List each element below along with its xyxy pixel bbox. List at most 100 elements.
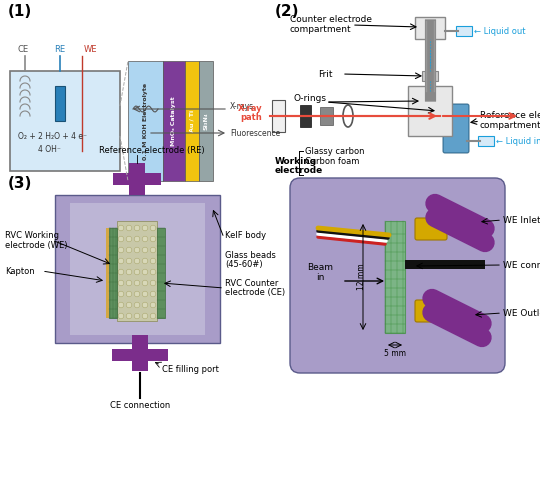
Text: Au / Ti: Au / Ti [190,110,194,132]
Circle shape [150,225,156,231]
Circle shape [126,269,132,275]
Text: Counter electrode: Counter electrode [290,15,372,24]
Text: Beam: Beam [307,263,333,272]
Text: compartment: compartment [290,25,352,33]
Ellipse shape [433,98,440,114]
Circle shape [118,313,124,319]
Text: Glass beads: Glass beads [225,250,276,260]
Bar [408,86,452,136]
Circle shape [150,258,156,264]
Bar [163,61,185,181]
Circle shape [126,236,132,242]
FancyBboxPatch shape [478,136,494,146]
FancyBboxPatch shape [415,300,447,322]
Text: 12 mm: 12 mm [356,264,366,290]
Bar [128,61,163,181]
Text: CE: CE [17,45,29,54]
Text: O-rings: O-rings [293,93,326,103]
Text: WE Inlet: WE Inlet [503,216,540,224]
Circle shape [126,258,132,264]
Circle shape [150,280,156,286]
Text: in: in [316,273,324,281]
Text: (1): (1) [8,3,32,19]
Text: KelF body: KelF body [225,230,266,240]
Bar [109,228,117,318]
Bar [199,61,213,181]
Text: (2): (2) [275,3,300,19]
Bar [157,228,165,318]
Text: ← Liquid in: ← Liquid in [496,136,540,145]
Circle shape [118,247,124,253]
Text: X-ray: X-ray [238,104,262,112]
Circle shape [142,236,148,242]
Circle shape [126,247,132,253]
Bar [129,163,145,195]
Circle shape [134,236,140,242]
Text: path: path [240,112,262,121]
Bar [272,100,285,132]
Circle shape [126,291,132,297]
Text: electrode (WE): electrode (WE) [5,241,68,249]
Circle shape [134,258,140,264]
Circle shape [150,302,156,308]
Circle shape [142,313,148,319]
Circle shape [118,291,124,297]
Text: MnOₓ Catalyst: MnOₓ Catalyst [172,96,177,146]
Circle shape [126,302,132,308]
Circle shape [142,247,148,253]
Bar [106,228,109,318]
Bar [117,221,157,321]
Text: Carbon foam: Carbon foam [305,157,360,165]
Text: electrode: electrode [275,165,323,174]
Bar [405,260,485,269]
Bar [132,335,148,371]
Circle shape [118,225,124,231]
Circle shape [118,280,124,286]
Text: WE: WE [84,45,98,54]
Circle shape [134,247,140,253]
Circle shape [118,236,124,242]
Text: Kapton: Kapton [5,267,35,275]
FancyBboxPatch shape [443,104,469,153]
Text: Si₃N₄: Si₃N₄ [204,112,208,130]
Text: electrode (CE): electrode (CE) [225,288,285,297]
Circle shape [150,269,156,275]
Text: RVC Working: RVC Working [5,230,59,240]
Text: O₂ + 2 H₂O + 4 e⁻: O₂ + 2 H₂O + 4 e⁻ [18,132,87,140]
Text: 0.1 M KOH Electrolyte: 0.1 M KOH Electrolyte [143,82,148,160]
Bar [113,173,161,185]
Circle shape [150,236,156,242]
Text: X-rays: X-rays [230,102,254,110]
Circle shape [126,280,132,286]
Text: Working: Working [275,157,317,165]
Text: RE: RE [55,45,65,54]
Circle shape [142,302,148,308]
Text: Reference electrode: Reference electrode [480,110,540,119]
Circle shape [150,291,156,297]
Text: Fluorescence: Fluorescence [230,129,280,137]
Text: Reference electrode (RE): Reference electrode (RE) [99,145,205,155]
Bar [112,349,168,361]
FancyBboxPatch shape [415,17,445,39]
Text: WE connection: WE connection [503,261,540,270]
Text: WE Outlet: WE Outlet [503,308,540,318]
Bar [55,195,220,343]
Circle shape [134,313,140,319]
Circle shape [142,225,148,231]
Text: ← Liquid out: ← Liquid out [474,27,525,35]
Circle shape [134,269,140,275]
Text: Glassy carbon: Glassy carbon [305,146,364,156]
Bar [300,105,311,127]
Circle shape [134,280,140,286]
Circle shape [142,280,148,286]
Text: 5 mm: 5 mm [384,349,406,357]
FancyBboxPatch shape [10,71,120,171]
Circle shape [134,225,140,231]
Circle shape [118,258,124,264]
Circle shape [134,291,140,297]
Circle shape [142,269,148,275]
Circle shape [142,258,148,264]
Text: CE connection: CE connection [110,401,170,409]
Circle shape [126,225,132,231]
Text: 4 OH⁻: 4 OH⁻ [38,144,61,154]
